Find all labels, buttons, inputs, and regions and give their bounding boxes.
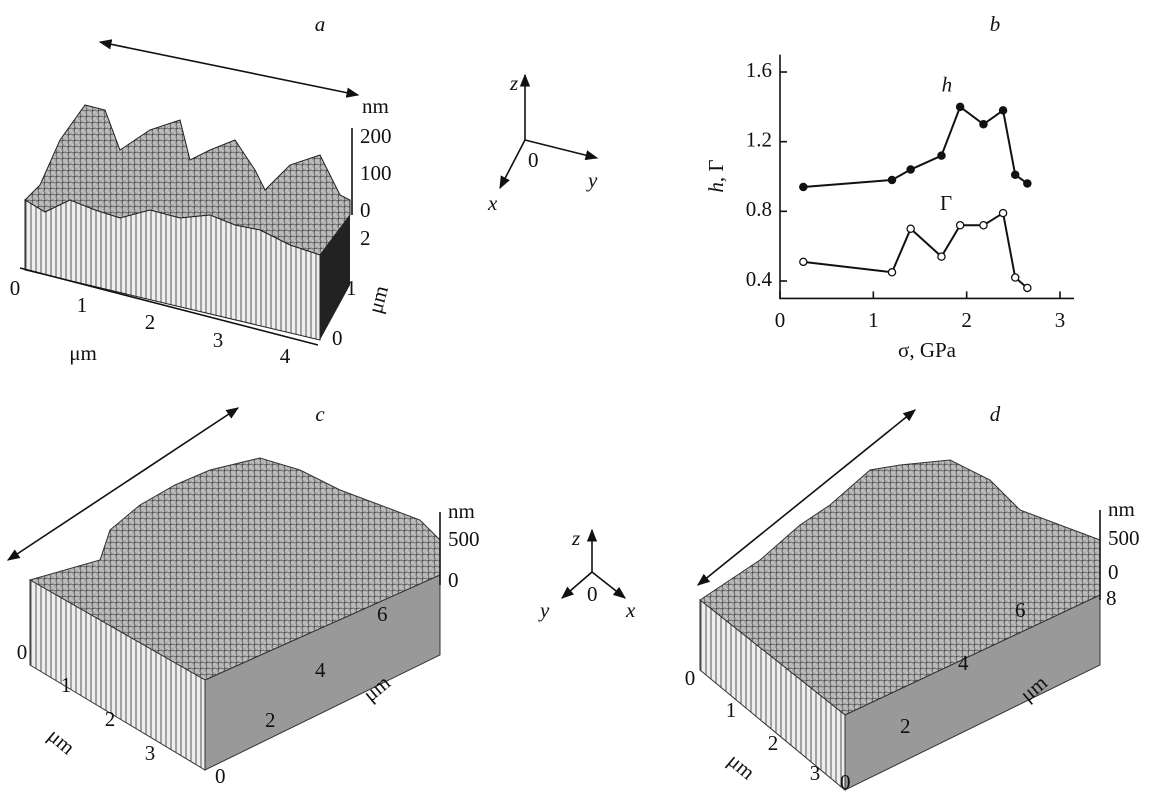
- data-point: [957, 222, 964, 229]
- scan-arrow: [100, 42, 358, 95]
- x-tick-label: 0: [685, 666, 696, 690]
- figure: a nm 200 100 0 2 1 0 μm 0 1 2 3 4 μm z y…: [0, 0, 1152, 794]
- z-tick-label: 0: [360, 198, 371, 222]
- x-tick-label: 2: [105, 707, 116, 731]
- depth-tick-label: 6: [1015, 598, 1026, 622]
- depth-tick-label: 2: [900, 714, 911, 738]
- data-point: [938, 253, 945, 260]
- data-point: [957, 103, 964, 110]
- data-point: [999, 209, 1006, 216]
- unit-label: nm: [362, 94, 389, 118]
- triad-label: z: [571, 526, 580, 550]
- series-line: [803, 213, 1027, 288]
- data-point: [980, 121, 987, 128]
- axis-frame: [780, 55, 1074, 299]
- x-tick-label: 1: [61, 673, 72, 697]
- data-point: [1012, 171, 1019, 178]
- surface-d: [698, 410, 1100, 790]
- triad-label: x: [625, 598, 636, 622]
- data-point: [907, 225, 914, 232]
- z-tick-label: 0: [448, 568, 459, 592]
- data-point: [800, 183, 807, 190]
- x-label: μm: [723, 748, 760, 784]
- x-tick-label: 2: [961, 308, 972, 332]
- panel-label: d: [990, 402, 1001, 426]
- data-point: [1024, 284, 1031, 291]
- z-tick-label: 500: [448, 527, 480, 551]
- data-point: [1024, 180, 1031, 187]
- unit-label: nm: [1108, 497, 1135, 521]
- x-tick-label: 1: [868, 308, 879, 332]
- depth-tick-label: 0: [840, 770, 851, 794]
- x-tick-label: 0: [17, 640, 28, 664]
- data-point: [1012, 274, 1019, 281]
- data-point: [938, 152, 945, 159]
- x-tick-label: 1: [77, 293, 88, 317]
- x-tick-label: 3: [145, 741, 156, 765]
- x-tick-label: 0: [775, 308, 786, 332]
- x-tick-label: 0: [10, 276, 21, 300]
- triad-label: 0: [528, 148, 539, 172]
- x-tick-label: 4: [280, 344, 291, 368]
- y-tick-label: 1.6: [746, 58, 772, 82]
- depth-tick-label: 4: [958, 651, 969, 675]
- triad-label: z: [509, 71, 518, 95]
- data-point: [980, 222, 987, 229]
- x-tick-label: 2: [145, 310, 156, 334]
- surface-a: [20, 42, 358, 345]
- x-tick-label: 2: [768, 731, 779, 755]
- panel-label: c: [315, 402, 325, 426]
- y-axis-label-part: , Γ: [704, 159, 728, 182]
- z-tick-label: 100: [360, 161, 392, 185]
- depth-tick-label: 0: [215, 764, 226, 788]
- triad-label: x: [487, 191, 498, 215]
- unit-label: nm: [448, 499, 475, 523]
- triad-label: y: [586, 168, 598, 192]
- series-label: Γ: [940, 191, 952, 215]
- depth-tick-label: 2: [265, 708, 276, 732]
- depth-label: μm: [363, 283, 393, 316]
- data-point: [888, 176, 895, 183]
- y-tick-label: 0.8: [746, 197, 772, 221]
- x-label: μm: [43, 723, 80, 759]
- x-label: μm: [69, 341, 97, 365]
- depth-tick-label: 8: [1106, 586, 1117, 610]
- x-tick-label: 3: [213, 328, 224, 352]
- depth-tick-label: 4: [315, 658, 326, 682]
- depth-tick-label: 1: [346, 276, 357, 300]
- depth-tick-label: 6: [377, 602, 388, 626]
- y-tick-label: 1.2: [746, 127, 772, 151]
- depth-tick-label: 2: [360, 226, 371, 250]
- data-point: [800, 258, 807, 265]
- y-axis-label: h, Γ: [704, 159, 728, 192]
- z-tick-label: 200: [360, 124, 392, 148]
- series-line: [803, 107, 1027, 187]
- triad-label: 0: [587, 582, 598, 606]
- panel-label: b: [990, 12, 1001, 36]
- y-tick-label: 0.4: [746, 267, 773, 291]
- y-axis-label-part: h: [704, 182, 728, 193]
- x-axis-label: σ, GPa: [898, 338, 957, 362]
- panel-label: a: [315, 12, 326, 36]
- x-tick-label: 1: [726, 698, 737, 722]
- z-tick-label: 0: [1108, 560, 1119, 584]
- x-tick-label: 3: [810, 761, 821, 785]
- data-point: [999, 107, 1006, 114]
- series-label: h: [942, 73, 953, 97]
- depth-tick-label: 0: [332, 326, 343, 350]
- triad-label: y: [538, 598, 550, 622]
- data-point: [907, 166, 914, 173]
- z-tick-label: 500: [1108, 526, 1140, 550]
- x-tick-label: 3: [1055, 308, 1066, 332]
- data-point: [888, 269, 895, 276]
- surface-c: [8, 408, 440, 770]
